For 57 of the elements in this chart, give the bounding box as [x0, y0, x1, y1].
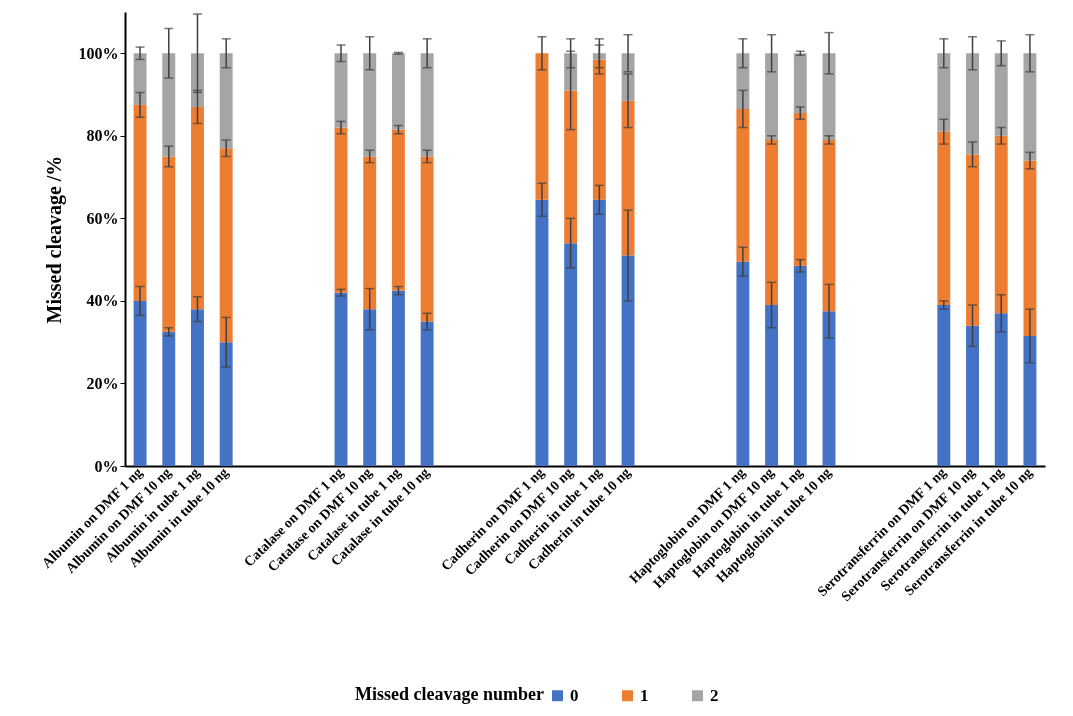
bar	[1023, 160, 1037, 336]
bar	[219, 53, 233, 149]
legend-label: 2	[710, 685, 719, 705]
bar	[162, 53, 176, 157]
bar	[191, 106, 204, 310]
legend-label: 1	[640, 685, 649, 705]
bar	[592, 53, 606, 60]
bar	[966, 154, 979, 326]
bar	[133, 300, 147, 466]
bar	[937, 53, 951, 132]
bar	[736, 108, 750, 262]
bar	[133, 53, 147, 105]
bar	[793, 113, 807, 266]
bar	[535, 53, 549, 200]
bar	[420, 156, 434, 322]
bar	[363, 309, 377, 466]
y-axis-title: Missed cleavage /%	[42, 155, 66, 324]
bar	[420, 53, 434, 157]
bar	[564, 90, 578, 244]
legend-title: Missed cleavage number	[355, 684, 544, 704]
bar	[133, 104, 147, 301]
bar	[994, 135, 1008, 314]
bar	[621, 255, 635, 466]
legend-label: 0	[570, 685, 579, 705]
bar	[219, 148, 233, 343]
bar	[420, 321, 434, 466]
bar	[966, 325, 979, 466]
bar	[765, 305, 779, 466]
y-tick-label: 60%	[86, 209, 119, 227]
bar	[1023, 335, 1037, 466]
y-tick-label: 100%	[78, 44, 119, 62]
bar	[994, 313, 1008, 466]
bar	[334, 53, 348, 128]
y-tick-label: 0%	[94, 457, 119, 475]
y-tick-label: 20%	[86, 374, 119, 392]
bar	[621, 100, 635, 256]
y-tick-label: 40%	[86, 292, 119, 310]
bar	[937, 305, 951, 466]
bar	[793, 265, 807, 466]
bar	[822, 53, 836, 140]
bar	[1023, 53, 1037, 161]
bar	[765, 53, 779, 140]
bar	[966, 53, 979, 155]
bar	[994, 53, 1008, 136]
bar	[736, 261, 750, 466]
bar	[592, 59, 606, 200]
bar	[191, 309, 204, 466]
bar	[363, 53, 377, 157]
bar	[219, 342, 233, 466]
bar	[535, 199, 549, 466]
bar	[564, 243, 578, 466]
bar	[592, 199, 606, 466]
bar	[363, 156, 377, 310]
bar	[162, 156, 176, 332]
y-tick-label: 80%	[86, 127, 119, 145]
bar	[391, 53, 405, 130]
bar	[822, 311, 836, 466]
